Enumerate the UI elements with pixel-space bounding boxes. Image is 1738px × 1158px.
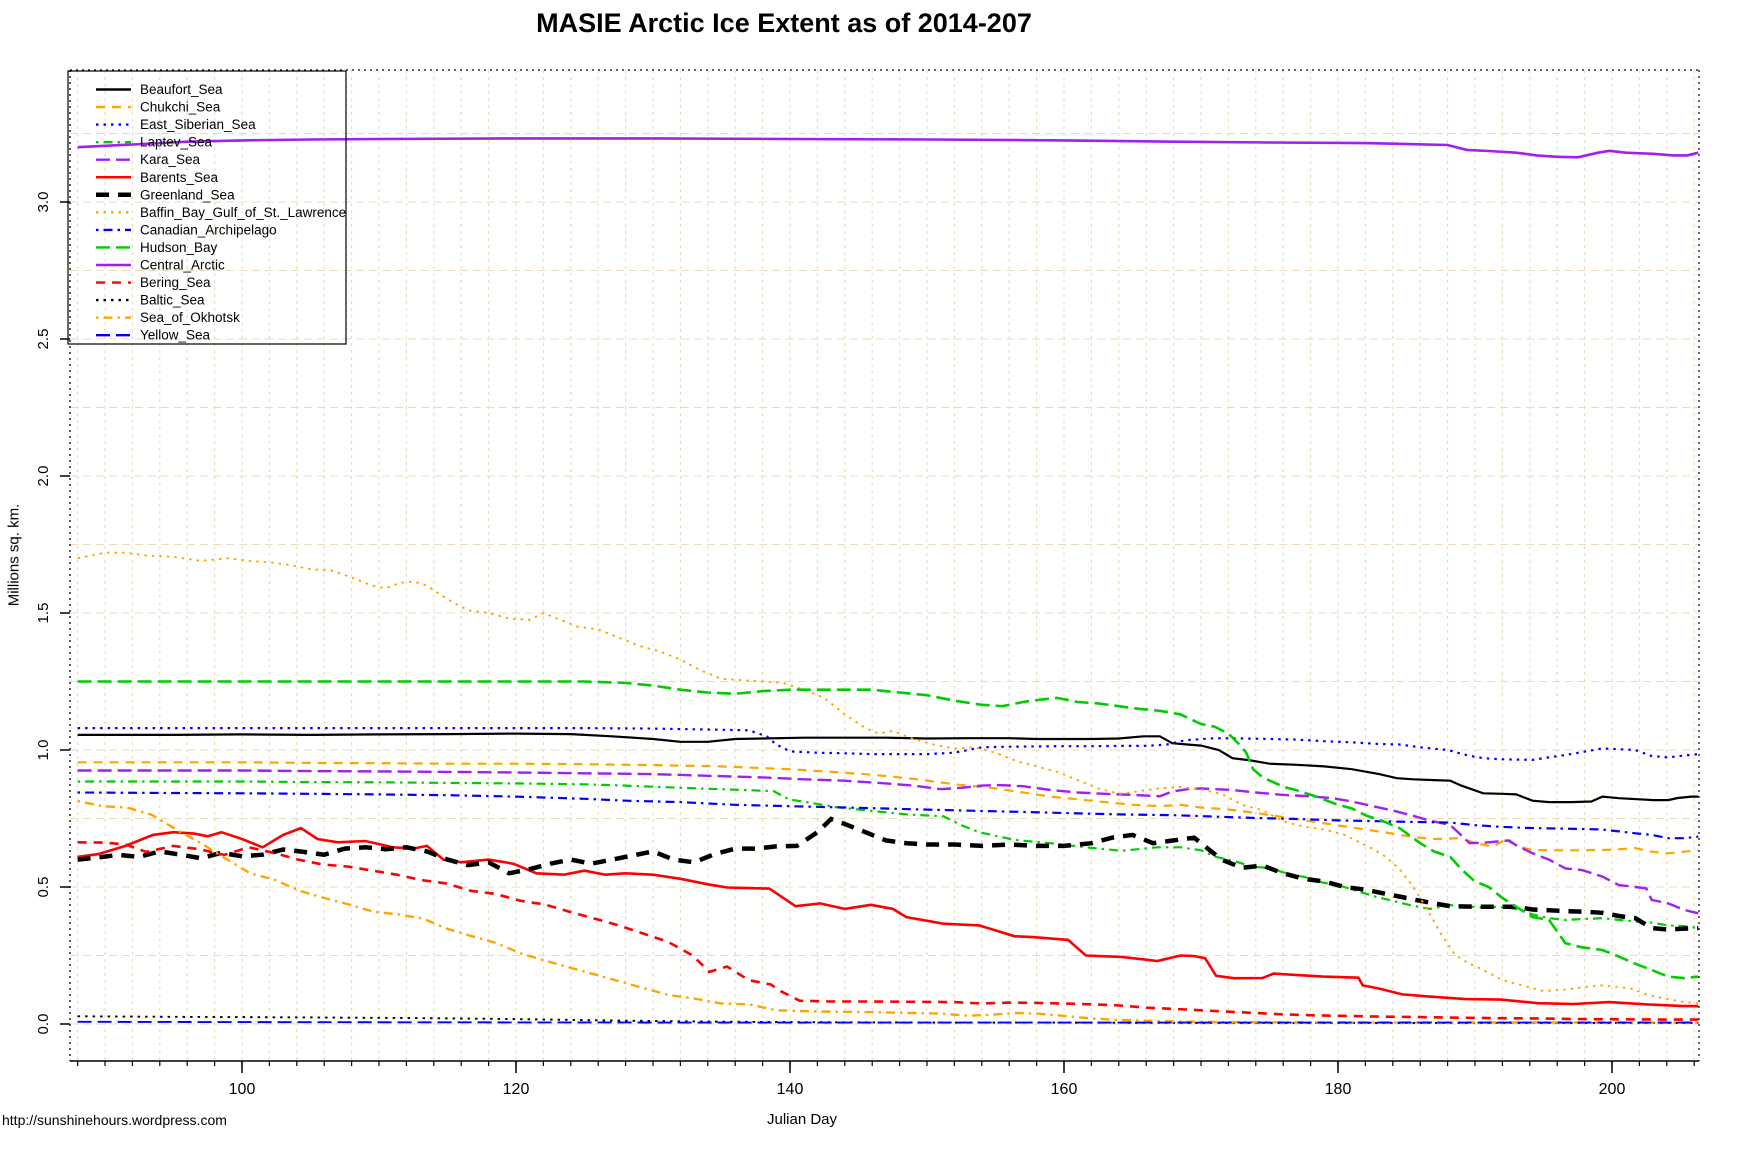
series-line-laptev_sea <box>77 780 1699 930</box>
y-axis-label: Millions sq. km. <box>5 503 23 607</box>
legend-label-yellow_sea: Yellow_Sea <box>140 328 211 343</box>
grid-lines <box>70 70 1699 1061</box>
x-tick-label: 160 <box>1051 1081 1078 1098</box>
legend-item-chukchi_sea: Chukchi_Sea <box>96 100 221 115</box>
legend-label-greenland_sea: Greenland_Sea <box>140 187 235 202</box>
legend-item-laptev_sea: Laptev_Sea <box>96 135 213 150</box>
legend-label-canadian_archipelago: Canadian_Archipelago <box>140 222 277 237</box>
y-axis: 0.0 0.5 1.0 1.5 2.0 2.5 3.0 <box>35 192 70 1035</box>
legend-item-canadian_archipelago: Canadian_Archipelago <box>96 222 277 237</box>
legend-label-east_siberian_sea: East_Siberian_Sea <box>140 117 256 132</box>
x-tick-label: 180 <box>1325 1081 1352 1098</box>
x-tick-label: 140 <box>777 1081 804 1098</box>
plot-border <box>69 69 1700 1062</box>
series-line-baffin_bay_gulf_of_st_lawrence <box>77 551 1699 1005</box>
footer-url: http://sunshinehours.wordpress.com <box>2 1112 227 1128</box>
legend-item-greenland_sea: Greenland_Sea <box>96 187 235 202</box>
legend-label-baffin_bay_gulf_of_st_lawrence: Baffin_Bay_Gulf_of_St._Lawrence <box>140 205 346 220</box>
legend-item-bering_sea: Bering_Sea <box>96 275 211 290</box>
legend: Beaufort_Sea Chukchi_Sea East_Siberian_Sea… <box>67 70 347 345</box>
legend-item-kara_sea: Kara_Sea <box>96 152 201 167</box>
series-line-yellow_sea <box>77 1020 1699 1024</box>
legend-label-barents_sea: Barents_Sea <box>140 170 219 185</box>
legend-box <box>67 70 347 345</box>
legend-label-hudson_bay: Hudson_Bay <box>140 240 218 255</box>
legend-item-central_arctic: Central_Arctic <box>96 258 225 273</box>
legend-label-laptev_sea: Laptev_Sea <box>140 135 213 150</box>
x-tick-label: 120 <box>503 1081 530 1098</box>
x-axis-label: Julian Day <box>766 1111 838 1128</box>
legend-item-east_siberian_sea: East_Siberian_Sea <box>96 117 256 132</box>
series-line-kara_sea <box>77 769 1699 915</box>
legend-item-hudson_bay: Hudson_Bay <box>96 240 218 255</box>
series-line-beaufort_sea <box>77 732 1699 804</box>
legend-item-sea_of_okhotsk: Sea_of_Okhotsk <box>96 310 240 325</box>
x-tick-label: 200 <box>1599 1081 1626 1098</box>
legend-label-kara_sea: Kara_Sea <box>140 152 201 167</box>
series-line-canadian_archipelago <box>77 791 1699 840</box>
series-group <box>77 137 1699 1024</box>
y-tick-label: 2.5 <box>35 329 52 350</box>
legend-item-barents_sea: Barents_Sea <box>96 170 219 185</box>
series-line-hudson_bay <box>77 680 1699 980</box>
y-tick-label: 0.5 <box>35 877 52 898</box>
x-axis: 100 120 140 160 180 200 <box>76 1061 1695 1098</box>
legend-label-chukchi_sea: Chukchi_Sea <box>140 100 221 115</box>
legend-label-baltic_sea: Baltic_Sea <box>140 293 205 308</box>
y-tick-label: 2.0 <box>35 466 52 487</box>
series-line-sea_of_okhotsk <box>77 799 1699 1024</box>
y-tick-label: 1.5 <box>35 603 52 624</box>
y-tick-label: 1.0 <box>35 740 52 761</box>
series-line-central_arctic <box>77 137 1699 159</box>
legend-label-bering_sea: Bering_Sea <box>140 275 211 290</box>
series-line-greenland_sea <box>77 816 1699 932</box>
legend-item-yellow_sea: Yellow_Sea <box>96 328 211 343</box>
legend-label-beaufort_sea: Beaufort_Sea <box>140 82 223 97</box>
y-tick-label: 3.0 <box>35 192 52 213</box>
legend-item-baltic_sea: Baltic_Sea <box>96 293 205 308</box>
series-line-chukchi_sea <box>77 761 1699 855</box>
legend-label-central_arctic: Central_Arctic <box>140 258 225 273</box>
legend-item-baffin_bay_gulf_of_st_lawrence: Baffin_Bay_Gulf_of_St._Lawrence <box>96 205 346 220</box>
legend-label-sea_of_okhotsk: Sea_of_Okhotsk <box>140 310 240 325</box>
chart-title: MASIE Arctic Ice Extent as of 2014-207 <box>536 8 1032 38</box>
series-line-barents_sea <box>77 826 1699 1008</box>
y-tick-label: 0.0 <box>35 1014 52 1035</box>
series-line-bering_sea <box>77 841 1699 1021</box>
legend-item-beaufort_sea: Beaufort_Sea <box>96 82 223 97</box>
x-tick-label: 100 <box>229 1081 256 1098</box>
series-line-east_siberian_sea <box>77 726 1699 762</box>
